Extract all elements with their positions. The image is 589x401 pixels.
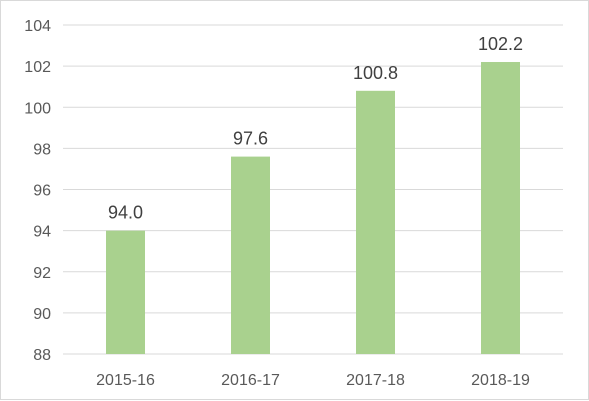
x-tick-label: 2018-19 xyxy=(471,372,530,389)
y-tick-label: 96 xyxy=(33,183,51,200)
x-axis-ticks: 2015-16 2016-17 2017-18 2018-19 xyxy=(96,372,530,389)
y-tick-label: 100 xyxy=(24,100,51,117)
y-axis-ticks: 88 90 92 94 96 98 100 102 104 xyxy=(24,18,51,364)
data-label: 100.8 xyxy=(353,63,398,83)
data-label: 97.6 xyxy=(233,129,268,149)
gridlines xyxy=(63,24,563,355)
y-tick-label: 104 xyxy=(24,18,51,35)
x-tick-label: 2015-16 xyxy=(96,372,155,389)
bar-2015-16 xyxy=(106,230,145,354)
y-tick-label: 102 xyxy=(24,59,51,76)
y-tick-label: 98 xyxy=(33,141,51,158)
data-label: 94.0 xyxy=(108,203,143,223)
x-tick-label: 2017-18 xyxy=(346,372,405,389)
bar-2016-17 xyxy=(231,156,270,354)
y-tick-label: 90 xyxy=(33,306,51,323)
y-tick-label: 88 xyxy=(33,347,51,364)
bar-2017-18 xyxy=(356,90,395,355)
y-tick-label: 92 xyxy=(33,265,51,282)
x-tick-label: 2016-17 xyxy=(221,372,280,389)
y-tick-label: 94 xyxy=(33,224,51,241)
bars xyxy=(106,62,520,355)
data-label: 102.2 xyxy=(478,34,523,54)
bar-2018-19 xyxy=(481,62,520,354)
data-labels: 94.0 97.6 100.8 102.2 xyxy=(108,34,523,223)
